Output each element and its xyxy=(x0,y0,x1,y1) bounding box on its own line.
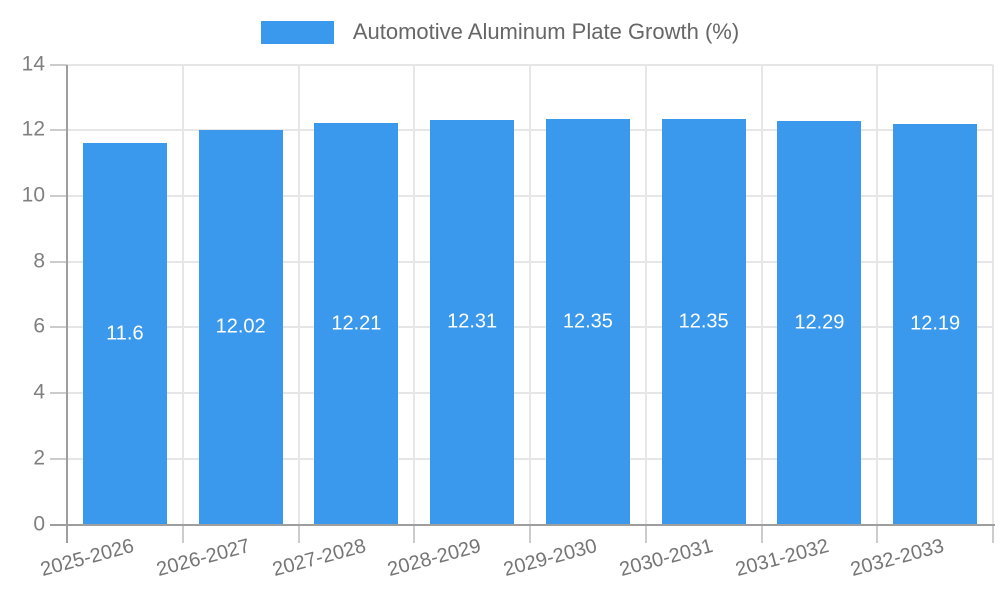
x-gridline xyxy=(297,64,300,525)
legend: Automotive Aluminum Plate Growth (%) xyxy=(0,19,1000,45)
x-tick-mark xyxy=(529,524,531,543)
y-tick-mark xyxy=(50,326,67,329)
y-tick-mark xyxy=(50,63,67,66)
y-tick-mark xyxy=(50,457,67,460)
x-gridline xyxy=(529,64,531,525)
x-axis-tick-label: 2025-2026 xyxy=(38,535,137,582)
bar-2028-2029[interactable] xyxy=(430,120,515,525)
bar-2027-2028[interactable] xyxy=(314,123,399,525)
x-axis-tick-label: 2030-2031 xyxy=(617,535,716,582)
bar-value-label: 12.35 xyxy=(562,310,613,333)
x-gridline xyxy=(876,64,879,525)
y-axis-line xyxy=(66,64,68,543)
x-gridline xyxy=(760,64,763,525)
y-axis-tick-label: 2 xyxy=(33,446,45,470)
bar-value-label: 12.19 xyxy=(910,312,961,335)
bar-value-label: 12.02 xyxy=(215,315,266,338)
x-tick-mark xyxy=(760,524,763,543)
x-gridline xyxy=(413,64,416,525)
bar-value-label: 11.6 xyxy=(106,322,144,345)
y-axis-tick-label: 0 xyxy=(33,512,45,536)
y-tick-mark xyxy=(50,260,67,263)
x-tick-mark xyxy=(992,524,994,543)
x-axis-tick-label: 2031-2032 xyxy=(732,535,832,582)
x-axis-tick-label: 2028-2029 xyxy=(385,535,484,582)
x-tick-mark xyxy=(413,524,416,543)
bar-2032-2033[interactable] xyxy=(893,123,978,525)
x-tick-mark xyxy=(181,524,184,543)
y-axis-tick-label: 8 xyxy=(33,249,45,273)
bar-value-label: 12.31 xyxy=(447,310,498,333)
x-axis-tick-label: 2027-2028 xyxy=(269,535,369,582)
x-axis-tick-label: 2032-2033 xyxy=(848,535,947,582)
bar-value-label: 12.35 xyxy=(678,310,729,333)
y-tick-mark xyxy=(50,129,67,132)
y-axis-tick-label: 4 xyxy=(33,380,45,404)
y-axis-tick-label: 6 xyxy=(33,314,45,338)
y-axis-tick-label: 10 xyxy=(21,183,45,207)
x-tick-mark xyxy=(876,524,879,543)
x-axis-line xyxy=(50,523,995,526)
x-axis-tick-label: 2029-2030 xyxy=(501,535,600,582)
x-gridline xyxy=(992,64,994,525)
y-axis-tick-label: 14 xyxy=(21,52,45,76)
y-tick-mark xyxy=(50,392,67,395)
y-axis-tick-label: 12 xyxy=(21,117,45,141)
bar-2026-2027[interactable] xyxy=(198,129,283,525)
bar-2025-2026[interactable] xyxy=(82,143,167,525)
bar-value-label: 12.29 xyxy=(794,311,845,334)
bar-2030-2031[interactable] xyxy=(661,118,746,525)
x-axis-tick-label: 2026-2027 xyxy=(154,535,253,582)
x-gridline xyxy=(181,64,184,525)
bar-2031-2032[interactable] xyxy=(777,120,862,525)
x-tick-mark xyxy=(297,524,300,543)
bar-value-label: 12.21 xyxy=(331,312,382,335)
x-tick-mark xyxy=(644,524,647,543)
legend-label[interactable]: Automotive Aluminum Plate Growth (%) xyxy=(352,19,740,44)
x-gridline xyxy=(644,64,647,525)
y-tick-mark xyxy=(50,194,67,197)
bar-2029-2030[interactable] xyxy=(545,118,630,525)
legend-swatch[interactable] xyxy=(260,20,334,44)
